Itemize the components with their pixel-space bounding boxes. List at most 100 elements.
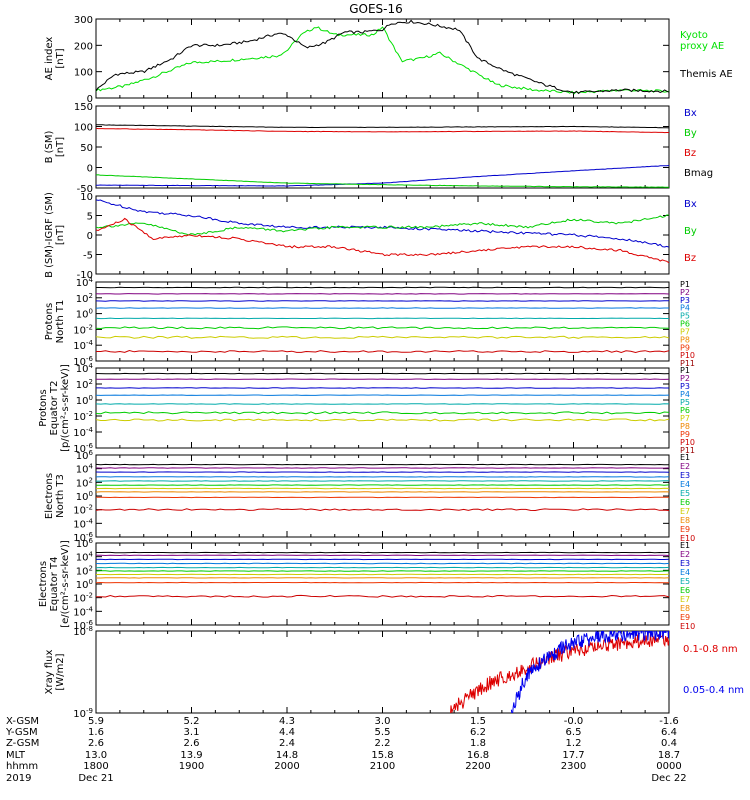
legend-label: E9 <box>680 525 690 534</box>
y-tick-label: 150 <box>74 102 93 113</box>
legend-label: E6 <box>680 586 690 595</box>
legend-label: E10 <box>680 622 695 631</box>
legend-label: By <box>684 128 697 139</box>
panel-data <box>96 19 669 95</box>
series-line-p10 <box>96 349 669 354</box>
legend-label: P8 <box>680 335 690 344</box>
y-tick-label: 5 <box>87 212 93 223</box>
legend-label: P2 <box>680 288 690 297</box>
legend-label: P5 <box>680 312 690 321</box>
y-tick-label: 0 <box>87 231 93 242</box>
ephemeris-value: 1.8 <box>470 738 486 749</box>
y-axis-title: Xray flux <box>44 650 55 695</box>
legend-label: proxy AE <box>680 41 724 52</box>
series-line-p7 <box>96 418 669 422</box>
y-tick-label: -50 <box>77 184 93 195</box>
y-axis-title: Protons <box>38 389 49 426</box>
ephemeris-value: 14.8 <box>276 750 298 761</box>
figure-title: GOES-16 <box>349 2 403 16</box>
legend-label: Bx <box>684 199 697 210</box>
y-axis-title: [nT] <box>55 137 66 157</box>
panel-data <box>96 199 669 264</box>
panel-frame <box>95 195 670 275</box>
ephemeris-value: 2300 <box>561 761 586 772</box>
series-line-p4 <box>96 307 669 309</box>
ephemeris-value: 6.5 <box>566 727 582 738</box>
y-tick-label: 10-2 <box>73 410 93 423</box>
panel-data <box>96 372 669 422</box>
series-line-kyoto-proxy-ae <box>96 26 669 95</box>
legend-label: P3 <box>680 296 690 305</box>
y-axis-title: B (SM) <box>44 130 55 163</box>
y-tick-label: 10-2 <box>73 592 93 605</box>
legend-label: E5 <box>680 489 690 498</box>
legend-label: Bz <box>684 148 696 159</box>
y-tick-label: 10-4 <box>73 339 93 352</box>
series-line-p1 <box>96 286 669 289</box>
legend-label: P2 <box>680 374 690 383</box>
y-tick-label: 104 <box>76 362 94 375</box>
legend-label: P6 <box>680 320 690 329</box>
series-line-0-1-0-8-nm <box>450 633 669 713</box>
ephemeris-table: X-GSM 5.9 5.2 4.3 3.0 1.5 -0.0 -1.6 Y-GSM 1.6 3.1 4… <box>5 716 687 784</box>
legend-label: P8 <box>680 422 690 431</box>
y-tick-label: 200 <box>74 41 93 52</box>
series-line-p6 <box>96 326 669 330</box>
panel-frame <box>95 105 670 189</box>
ephemeris-value: 4.3 <box>279 716 295 727</box>
ephemeris-value: 1.2 <box>566 738 582 749</box>
ephemeris-value: 2.2 <box>375 738 391 749</box>
y-tick-label: 100 <box>76 394 93 407</box>
ephemeris-value: 3.0 <box>375 716 391 727</box>
ephemeris-value: 16.8 <box>467 750 489 761</box>
legend-label: P4 <box>680 390 690 399</box>
legend-label: E2 <box>680 550 690 559</box>
ephemeris-value: 6.4 <box>661 727 677 738</box>
y-tick-label: -5 <box>83 251 93 262</box>
y-tick-label: 102 <box>76 476 93 489</box>
series-line-bx <box>96 199 669 248</box>
legend-label: E9 <box>680 613 690 622</box>
series-line-bx <box>96 165 669 187</box>
y-axis-title: Equator T2 <box>49 381 60 436</box>
series-line-by <box>96 174 669 188</box>
y-tick-label: 104 <box>76 276 94 289</box>
legend-label: E1 <box>680 541 690 550</box>
y-tick-label: -10 <box>77 270 93 281</box>
y-tick-label: 102 <box>76 378 93 391</box>
series-line-p5 <box>96 317 669 320</box>
y-tick-label: 10-8 <box>73 625 93 638</box>
legend-label: P1 <box>680 280 690 289</box>
y-tick-label: 100 <box>74 123 93 134</box>
legend-label: E8 <box>680 604 690 613</box>
ephemeris-value: 17.7 <box>562 750 584 761</box>
ephemeris-value: 0.4 <box>661 738 677 749</box>
legend-label: Bx <box>684 108 697 119</box>
ephemeris-value: 5.2 <box>184 716 200 727</box>
y-tick-label: 10 <box>80 192 93 203</box>
legend-label: By <box>684 226 697 237</box>
legend-label: P4 <box>680 304 690 313</box>
legend-label: E1 <box>680 453 690 462</box>
series-line-e10 <box>96 594 669 598</box>
y-axis-title: [nT] <box>55 48 66 68</box>
ephemeris-value: 5.9 <box>88 716 104 727</box>
y-axis-title: [W/m2] <box>55 653 66 690</box>
y-tick-label: 50 <box>80 143 93 154</box>
ephemeris-value: 1800 <box>83 761 108 772</box>
legend-label: P7 <box>680 327 690 336</box>
ephemeris-value: -0.0 <box>564 716 584 727</box>
legend-label: P6 <box>680 406 690 415</box>
legend-label: P9 <box>680 343 690 352</box>
series-line-themis-ae <box>96 19 669 95</box>
series-line-p2 <box>96 293 669 295</box>
ephemeris-value: 3.1 <box>184 727 200 738</box>
ephemeris-row-label: Y-GSM <box>5 727 38 738</box>
y-axis-title: Electrons <box>44 473 55 519</box>
y-tick-label: 0 <box>87 94 93 105</box>
y-tick-label: 102 <box>76 564 93 577</box>
